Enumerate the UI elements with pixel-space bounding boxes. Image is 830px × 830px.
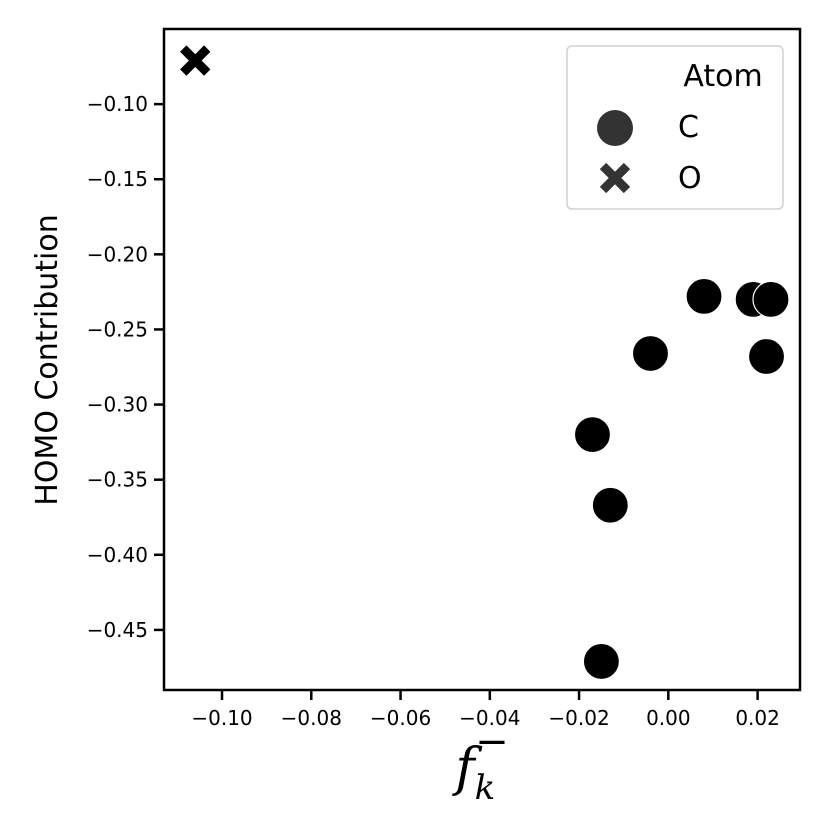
legend-title: Atom xyxy=(683,59,762,94)
plot-frame xyxy=(162,27,802,692)
data-point-c xyxy=(685,277,723,316)
x-axis-label-superscript: − xyxy=(475,719,509,765)
legend-label-c: C xyxy=(678,110,699,145)
x-tick-label: −0.08 xyxy=(281,706,342,730)
legend-label-o: O xyxy=(678,161,702,196)
data-point-o xyxy=(180,45,211,76)
x-axis-label-subscript: k xyxy=(475,768,496,808)
y-axis-ticks: −0.10 −0.15 −0.20 −0.25 −0.30 −0.35 −0.40 −0.45 xyxy=(87,92,164,642)
x-tick-label: −0.06 xyxy=(370,706,431,730)
data-point-c xyxy=(582,642,620,681)
x-axis-label: fk− xyxy=(451,719,508,808)
legend-marker-c xyxy=(597,110,633,146)
x-axis-ticks: −0.10 −0.08 −0.06 −0.04 −0.02 0.00 0.02 xyxy=(191,690,780,730)
legend: Atom C O xyxy=(566,45,784,210)
y-tick-label: −0.25 xyxy=(87,317,148,341)
y-tick-label: −0.20 xyxy=(87,242,148,266)
data-point-c xyxy=(631,334,670,373)
y-tick-label: −0.45 xyxy=(87,618,148,642)
x-tick-label: 0.02 xyxy=(735,706,780,730)
data-points xyxy=(180,45,790,681)
data-point-c xyxy=(752,280,790,319)
data-point-c xyxy=(591,486,629,524)
y-tick-label: −0.30 xyxy=(87,393,148,417)
legend-marker-o xyxy=(599,162,631,194)
y-tick-label: −0.10 xyxy=(87,92,148,116)
data-point-c xyxy=(573,416,612,454)
x-tick-label: −0.04 xyxy=(459,706,520,730)
y-axis-label: HOMO Contribution xyxy=(30,214,65,505)
y-tick-label: −0.40 xyxy=(87,543,148,567)
y-tick-label: −0.35 xyxy=(87,468,148,492)
x-tick-label: −0.02 xyxy=(548,706,609,730)
y-tick-label: −0.15 xyxy=(87,167,148,191)
data-point-c xyxy=(747,337,786,376)
x-tick-label: 0.00 xyxy=(646,706,691,730)
x-tick-label: −0.10 xyxy=(191,706,252,730)
